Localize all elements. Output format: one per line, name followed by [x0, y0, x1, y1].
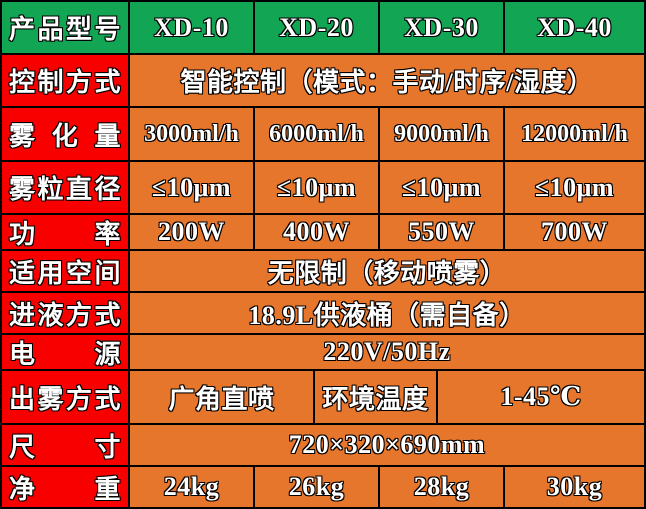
model-xd10-cell: XD-10 — [130, 2, 253, 53]
atomization-value-3: 9000ml/h — [380, 108, 503, 160]
ambient-temp-value: 1-45℃ — [438, 371, 644, 423]
liquid-supply-value: 18.9L供液桶（需自备） — [130, 293, 644, 333]
net-weight-value-4: 30kg — [505, 467, 644, 507]
applicable-space-row: 适用空间 无限制（移动喷雾） — [2, 251, 644, 291]
power-value-1: 200W — [130, 215, 253, 249]
dimensions-row: 尺寸 720×320×690mm — [2, 425, 644, 465]
net-weight-row: 净重 24kg 26kg 28kg 30kg — [2, 467, 644, 507]
atomization-value-1: 3000ml/h — [130, 108, 253, 160]
mist-output-label: 出雾方式 — [9, 384, 121, 414]
power-value-3: 550W — [380, 215, 503, 249]
atomization-value-2: 6000ml/h — [255, 108, 378, 160]
model-header-label: 产品型号 — [9, 15, 121, 44]
control-mode-value: 智能控制（模式：手动/时序/湿度） — [130, 55, 644, 106]
liquid-supply-row: 进液方式 18.9L供液桶（需自备） — [2, 293, 644, 333]
particle-diameter-value-2: ≤10μm — [255, 162, 378, 213]
atomization-label: 雾化量 — [9, 121, 121, 151]
model-header-row: 产品型号 XD-10 XD-20 XD-30 XD-40 — [2, 2, 644, 53]
net-weight-value-1: 24kg — [130, 467, 253, 507]
power-supply-label: 电源 — [9, 339, 121, 369]
dimensions-label-cell: 尺寸 — [2, 425, 128, 465]
applicable-space-label: 适用空间 — [9, 258, 121, 288]
atomization-row: 雾化量 3000ml/h 6000ml/h 9000ml/h 12000ml/h — [2, 108, 644, 160]
particle-diameter-label: 雾粒直径 — [9, 175, 121, 204]
mist-output-label-cell: 出雾方式 — [2, 371, 128, 423]
net-weight-value-3: 28kg — [380, 467, 503, 507]
model-xd40-cell: XD-40 — [505, 2, 644, 53]
particle-diameter-row: 雾粒直径 ≤10μm ≤10μm ≤10μm ≤10μm — [2, 162, 644, 213]
mist-output-row: 出雾方式 广角直喷 环境温度 1-45℃ — [2, 371, 644, 423]
model-xd20-cell: XD-20 — [255, 2, 378, 53]
control-mode-label: 控制方式 — [9, 68, 121, 97]
model-xd30-cell: XD-30 — [380, 2, 503, 53]
power-label: 功率 — [9, 219, 121, 249]
model-header-label-cell: 产品型号 — [2, 2, 128, 53]
applicable-space-value: 无限制（移动喷雾） — [130, 251, 644, 291]
power-supply-label-cell: 电源 — [2, 335, 128, 369]
control-mode-label-cell: 控制方式 — [2, 55, 128, 106]
particle-diameter-label-cell: 雾粒直径 — [2, 162, 128, 213]
particle-diameter-value-3: ≤10μm — [380, 162, 503, 213]
net-weight-label-cell: 净重 — [2, 467, 128, 507]
power-supply-value: 220V/50Hz — [130, 335, 644, 369]
ambient-temp-label: 环境温度 — [315, 371, 436, 423]
applicable-space-label-cell: 适用空间 — [2, 251, 128, 291]
power-supply-row: 电源 220V/50Hz — [2, 335, 644, 369]
net-weight-value-2: 26kg — [255, 467, 378, 507]
liquid-supply-label-cell: 进液方式 — [2, 293, 128, 333]
net-weight-label: 净重 — [9, 474, 121, 504]
power-value-4: 700W — [505, 215, 644, 249]
power-row: 功率 200W 400W 550W 700W — [2, 215, 644, 249]
power-value-2: 400W — [255, 215, 378, 249]
particle-diameter-value-4: ≤10μm — [505, 162, 644, 213]
liquid-supply-label: 进液方式 — [9, 300, 121, 330]
atomization-value-4: 12000ml/h — [505, 108, 644, 160]
particle-diameter-value-1: ≤10μm — [130, 162, 253, 213]
atomization-label-cell: 雾化量 — [2, 108, 128, 160]
mist-output-mode: 广角直喷 — [130, 371, 313, 423]
control-mode-row: 控制方式 智能控制（模式：手动/时序/湿度） — [2, 55, 644, 106]
power-label-cell: 功率 — [2, 215, 128, 249]
dimensions-value: 720×320×690mm — [130, 425, 644, 465]
dimensions-label: 尺寸 — [9, 432, 121, 462]
